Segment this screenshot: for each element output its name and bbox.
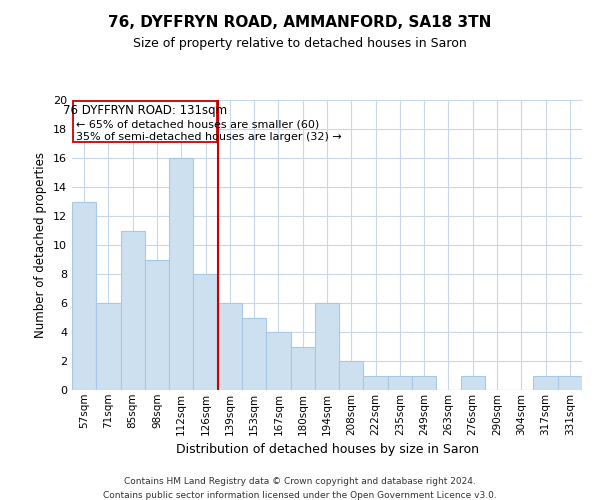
- Bar: [364, 376, 388, 390]
- Bar: [242, 318, 266, 390]
- Bar: [218, 303, 242, 390]
- Bar: [461, 376, 485, 390]
- Bar: [388, 376, 412, 390]
- Text: 76, DYFFRYN ROAD, AMMANFORD, SA18 3TN: 76, DYFFRYN ROAD, AMMANFORD, SA18 3TN: [109, 15, 491, 30]
- Text: Contains HM Land Registry data © Crown copyright and database right 2024.: Contains HM Land Registry data © Crown c…: [124, 478, 476, 486]
- Bar: [121, 230, 145, 390]
- Bar: [96, 303, 121, 390]
- Text: 35% of semi-detached houses are larger (32) →: 35% of semi-detached houses are larger (…: [76, 132, 341, 141]
- Text: ← 65% of detached houses are smaller (60): ← 65% of detached houses are smaller (60…: [76, 120, 319, 130]
- Bar: [315, 303, 339, 390]
- Text: Contains public sector information licensed under the Open Government Licence v3: Contains public sector information licen…: [103, 491, 497, 500]
- FancyBboxPatch shape: [73, 100, 217, 142]
- Bar: [266, 332, 290, 390]
- Bar: [290, 346, 315, 390]
- Bar: [412, 376, 436, 390]
- Bar: [169, 158, 193, 390]
- X-axis label: Distribution of detached houses by size in Saron: Distribution of detached houses by size …: [176, 443, 479, 456]
- Text: Size of property relative to detached houses in Saron: Size of property relative to detached ho…: [133, 38, 467, 51]
- Bar: [558, 376, 582, 390]
- Text: 76 DYFFRYN ROAD: 131sqm: 76 DYFFRYN ROAD: 131sqm: [63, 104, 227, 118]
- Bar: [145, 260, 169, 390]
- Bar: [72, 202, 96, 390]
- Bar: [339, 361, 364, 390]
- Y-axis label: Number of detached properties: Number of detached properties: [34, 152, 47, 338]
- Bar: [193, 274, 218, 390]
- Bar: [533, 376, 558, 390]
